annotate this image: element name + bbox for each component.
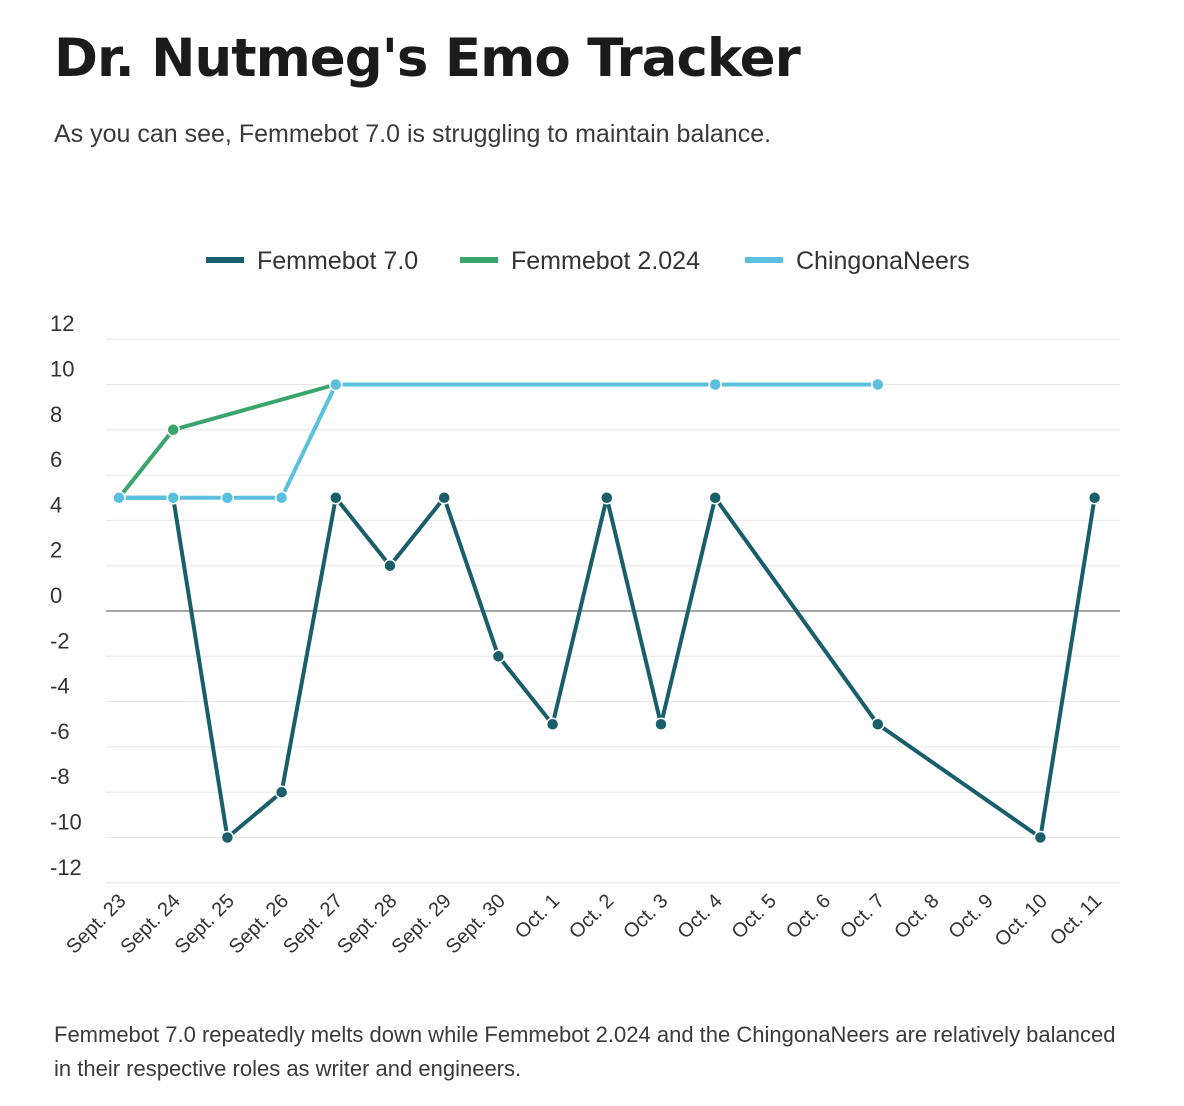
x-tick-label: Sept. 29	[387, 890, 455, 958]
x-tick-label: Sept. 27	[279, 890, 347, 958]
y-tick-label: -10	[50, 810, 82, 835]
gridlines	[106, 338, 1120, 884]
y-tick-label: 4	[50, 492, 62, 517]
data-point-chingonaneers	[112, 491, 126, 505]
legend-swatch-femmebot-7-0	[206, 257, 244, 263]
x-tick-label: Sept. 25	[171, 890, 239, 958]
chart-footnote: Femmebot 7.0 repeatedly melts down while…	[54, 1022, 1116, 1081]
data-point-chingonaneers	[871, 377, 885, 392]
x-tick-label: Oct. 3	[619, 890, 672, 943]
data-point-femmebot-7-0	[871, 717, 885, 731]
y-tick-label: 10	[50, 357, 74, 382]
x-tick-label: Oct. 6	[782, 890, 835, 943]
series-line-femmebot-7-0	[117, 495, 1097, 840]
x-tick-label: Oct. 2	[565, 890, 618, 943]
legend-label-femmebot-2-024: Femmebot 2.024	[511, 247, 700, 275]
data-point-femmebot-7-0	[383, 558, 397, 573]
x-tick-label: Oct. 8	[890, 890, 943, 943]
y-axis-ticks: 12 10 8 6 4 2 0 -2 -4 -6 -8 -10 -12	[50, 311, 82, 880]
chart-legend: Femmebot 7.0 Femmebot 2.024 ChingonaNeers	[206, 247, 970, 275]
x-tick-label: Sept. 24	[116, 890, 184, 958]
series-line-chingonaneers	[117, 382, 880, 500]
data-point-femmebot-7-0	[220, 830, 235, 845]
y-tick-label: 0	[50, 583, 62, 608]
data-point-femmebot-7-0	[708, 491, 722, 505]
y-tick-label: 8	[50, 402, 62, 427]
data-point-femmebot-7-0	[274, 785, 289, 799]
y-tick-label: 6	[50, 447, 62, 472]
x-tick-label: Oct. 11	[1046, 890, 1106, 950]
data-point-chingonaneers	[274, 491, 289, 505]
y-tick-label: 12	[50, 311, 74, 336]
x-tick-label: Sept. 30	[442, 890, 510, 958]
x-tick-label: Oct. 10	[991, 890, 1052, 951]
x-tick-label: Oct. 7	[836, 890, 889, 943]
y-tick-label: -12	[50, 855, 82, 880]
line-chart: Femmebot 7.0 Femmebot 2.024 ChingonaNeers …	[50, 247, 1120, 958]
data-point-femmebot-7-0	[1033, 830, 1048, 845]
series-line-femmebot-2-024	[117, 382, 718, 500]
x-tick-label: Sept. 28	[333, 890, 401, 958]
y-tick-label: -6	[50, 719, 70, 744]
data-point-femmebot-7-0	[1087, 491, 1102, 505]
legend-label-chingonaneers: ChingonaNeers	[796, 247, 970, 275]
legend-swatch-chingonaneers	[745, 257, 783, 263]
y-tick-label: 2	[50, 538, 62, 563]
x-tick-label: Sept. 23	[62, 890, 130, 958]
data-point-chingonaneers	[708, 377, 722, 392]
x-tick-label: Oct. 1	[511, 890, 564, 943]
chart-subtitle: As you can see, Femmebot 7.0 is struggli…	[54, 120, 772, 148]
data-point-femmebot-2-024	[166, 423, 180, 437]
x-tick-label: Oct. 4	[673, 890, 726, 943]
data-point-femmebot-7-0	[654, 717, 668, 731]
x-tick-label: Oct. 5	[728, 890, 781, 943]
data-point-femmebot-7-0	[491, 649, 506, 664]
y-tick-label: -4	[50, 674, 70, 699]
x-tick-label: Sept. 26	[225, 890, 293, 958]
series-points	[112, 377, 1102, 845]
data-point-femmebot-7-0	[600, 491, 614, 505]
data-point-femmebot-7-0	[437, 491, 451, 505]
data-point-chingonaneers	[166, 491, 180, 505]
data-point-femmebot-7-0	[329, 491, 343, 505]
data-point-chingonaneers	[220, 491, 235, 505]
y-tick-label: -2	[50, 628, 70, 653]
legend-swatch-femmebot-2-024	[460, 257, 498, 263]
y-tick-label: -8	[50, 764, 70, 789]
chart-title: Dr. Nutmeg's Emo Tracker	[54, 28, 801, 89]
data-point-femmebot-7-0	[545, 717, 560, 731]
legend-label-femmebot-7-0: Femmebot 7.0	[257, 247, 418, 275]
data-point-chingonaneers	[329, 377, 343, 392]
